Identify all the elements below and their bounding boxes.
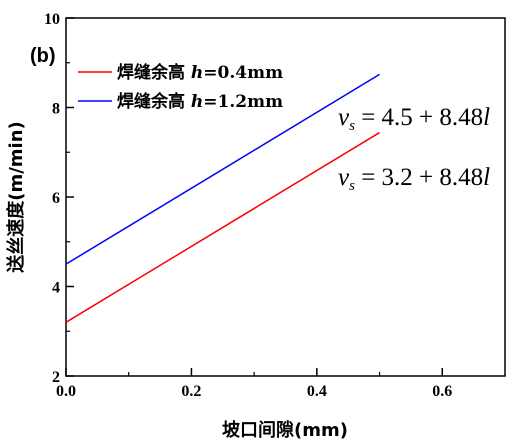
y-tick-label: 6: [52, 190, 60, 207]
y-tick-label: 4: [52, 280, 60, 297]
y-axis-title: 送丝速度(m/min): [5, 121, 27, 274]
y-tick-label: 8: [52, 101, 60, 118]
x-axis-title: 坡口间隙(mm): [222, 419, 348, 441]
series-line-2: [65, 73, 380, 265]
x-tick-label: 0.2: [181, 383, 201, 400]
x-axis-ticks: 0.0 0.2 0.4 0.6: [56, 368, 452, 400]
x-tick-label: 0.4: [307, 383, 327, 400]
x-tick-label: 0.6: [432, 383, 452, 400]
x-tick-label: 0.0: [56, 383, 76, 400]
y-tick-label: 2: [52, 369, 60, 386]
y-tick-label: 10: [44, 11, 60, 28]
series-line-1: [65, 131, 380, 323]
equation-series-1: vs = 3.2 + 8.48l: [338, 164, 490, 194]
series-lines: [65, 73, 380, 323]
equation-series-2: vs = 4.5 + 8.48l: [338, 104, 490, 134]
legend: 焊缝余高 h=0.4mm 焊缝余高 h=1.2mm: [78, 62, 283, 112]
y-axis-ticks: 2 4 6 8 10: [44, 11, 74, 386]
panel-label: (b): [30, 45, 56, 67]
legend-label-series-2: 焊缝余高 h=1.2mm: [117, 91, 283, 112]
legend-label-series-1: 焊缝余高 h=0.4mm: [117, 62, 283, 83]
